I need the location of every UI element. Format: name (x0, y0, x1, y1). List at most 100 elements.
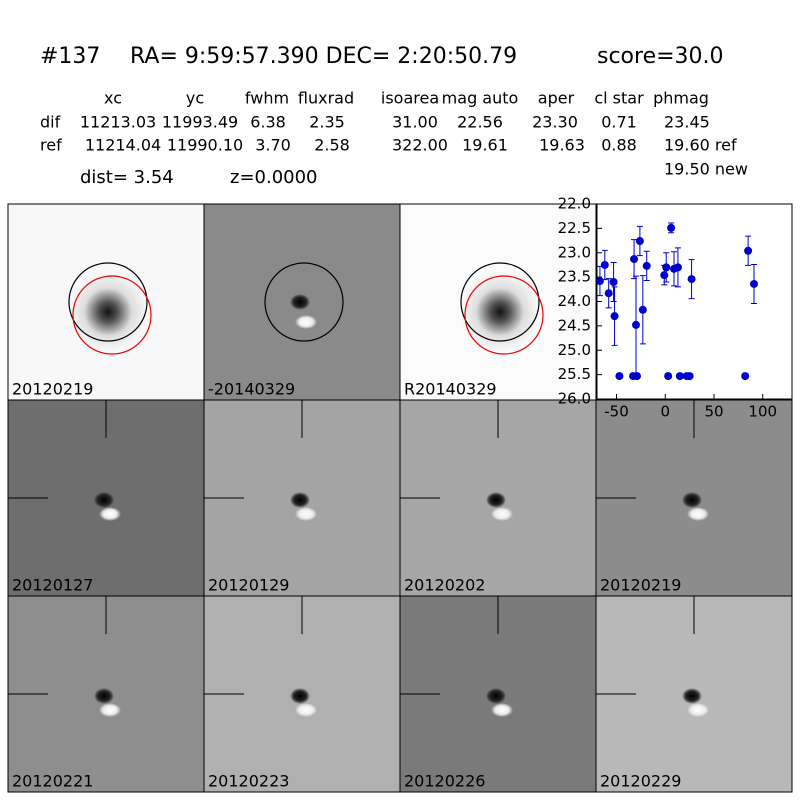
y-tick-label: 25.0 (558, 341, 591, 359)
coordinates: RA= 9:59:57.390 DEC= 2:20:50.79 (130, 44, 517, 69)
point (609, 278, 618, 286)
point (638, 305, 647, 314)
source-negative (94, 492, 114, 508)
y-tick-label: 26.0 (558, 390, 591, 408)
aperture-ref (460, 262, 540, 342)
point (632, 372, 641, 381)
source-negative (94, 688, 114, 704)
aperture-new (464, 275, 544, 355)
y-tick-label: 24.0 (558, 292, 591, 310)
column-header: mag auto (442, 89, 519, 108)
cell: 11993.49 (162, 113, 238, 132)
y-tick-label: 23.0 (558, 243, 591, 261)
cell: 19.61 (462, 136, 508, 155)
cell: 6.38 (250, 113, 286, 132)
cell: 0.88 (601, 136, 637, 155)
cell: 2.58 (314, 136, 350, 155)
y-tick-label: 24.5 (558, 316, 591, 334)
cell: 19.63 (539, 136, 585, 155)
panel-label: R20140329 (404, 380, 497, 399)
point (632, 320, 640, 329)
y-tick-label: 23.5 (558, 268, 591, 286)
source-positive (687, 507, 709, 521)
cell: 19.60 ref (664, 136, 737, 155)
source-positive (99, 703, 121, 717)
cell: 3.70 (255, 136, 291, 155)
source-negative (486, 688, 506, 704)
point (635, 237, 644, 246)
source-positive (295, 315, 317, 329)
panel-label: 20120129 (208, 576, 289, 595)
point (610, 312, 619, 321)
new-mag: 19.50 new (664, 160, 748, 179)
point (687, 275, 696, 284)
aperture-ref (68, 262, 148, 342)
row-label: ref (40, 136, 62, 155)
point (744, 246, 753, 255)
point (685, 372, 694, 381)
cell: 22.56 (457, 113, 503, 132)
y-tick-label: 22.5 (558, 219, 591, 237)
plot-area (596, 203, 793, 400)
point (749, 279, 758, 288)
aperture-ref (264, 262, 344, 342)
point (675, 372, 684, 381)
column-header: phmag (653, 89, 709, 108)
cell: 23.30 (532, 113, 578, 132)
panel-label: 20120219 (12, 380, 93, 399)
y-tick-label: 25.5 (558, 365, 591, 383)
column-header: yc (186, 89, 204, 108)
cell: 2.35 (309, 113, 345, 132)
point (664, 372, 673, 381)
object-id: #137 (40, 44, 100, 69)
column-header: aper (538, 89, 575, 108)
point (600, 260, 609, 269)
point (660, 271, 669, 280)
point (673, 263, 682, 272)
cell: 11990.10 (167, 136, 243, 155)
column-header: fwhm (245, 89, 289, 108)
point (615, 372, 624, 381)
source-positive (491, 703, 513, 717)
column-header: fluxrad (298, 89, 354, 108)
point (667, 223, 676, 232)
panel-label: 20120221 (12, 772, 93, 791)
score: score=30.0 (597, 44, 724, 69)
aperture-new (72, 275, 152, 355)
panel-label: -20140329 (208, 380, 295, 399)
column-header: isoarea (381, 89, 439, 108)
source-negative (682, 492, 702, 508)
point (642, 261, 651, 270)
point (662, 263, 671, 272)
source (68, 272, 148, 352)
y-tick-label: 22.0 (558, 195, 591, 213)
x-tick-label: 100 (748, 403, 777, 421)
point (604, 289, 613, 298)
cell: 31.00 (392, 113, 438, 132)
x-tick-label: 50 (704, 403, 723, 421)
x-tick-label: 0 (660, 403, 670, 421)
source-positive (295, 507, 317, 521)
panel-label: 20120202 (404, 576, 485, 595)
column-header: cl star (594, 89, 644, 108)
source-positive (295, 703, 317, 717)
cell: 322.00 (392, 136, 448, 155)
source-positive (687, 703, 709, 717)
row-label: dif (40, 113, 61, 132)
cell: 11213.03 (80, 113, 156, 132)
source-positive (99, 507, 121, 521)
cell: 0.71 (601, 113, 637, 132)
source (460, 272, 540, 352)
point (595, 277, 604, 286)
x-tick-label: -50 (604, 403, 629, 421)
panel-label: 20120127 (12, 576, 93, 595)
source-positive (491, 507, 513, 521)
source-negative (486, 492, 506, 508)
source-negative (290, 688, 310, 704)
panel-label: 20120223 (208, 772, 289, 791)
source-negative (682, 688, 702, 704)
panel-label: 20120229 (600, 772, 681, 791)
panel-label: 20120226 (404, 772, 485, 791)
column-header: xc (104, 89, 122, 108)
cell: 23.45 (664, 113, 710, 132)
